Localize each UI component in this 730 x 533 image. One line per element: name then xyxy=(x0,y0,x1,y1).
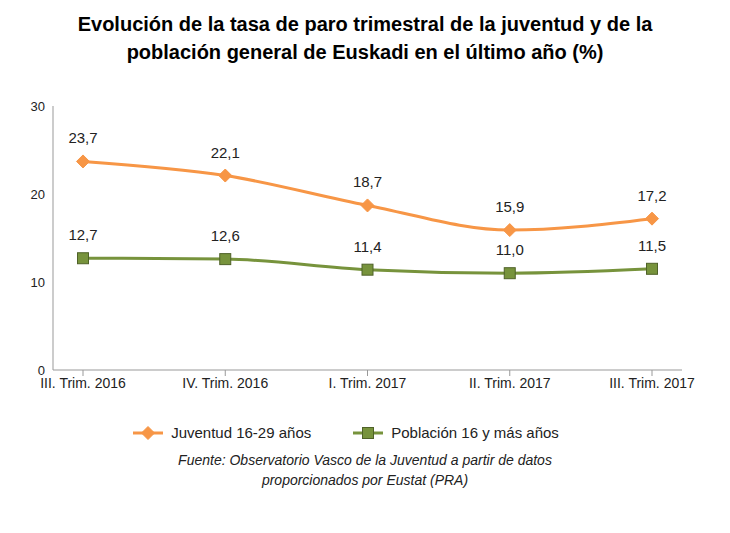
svg-text:III. Trim. 2016: III. Trim. 2016 xyxy=(40,375,126,391)
html-text:Fuente: Observatorio Vasco de: Fuente: Observatorio Vasco de la Juventu… xyxy=(178,452,552,488)
svg-text:11,0: 11,0 xyxy=(496,241,524,258)
svg-text:22,1: 22,1 xyxy=(211,144,240,161)
svg-text:15,9: 15,9 xyxy=(495,198,524,215)
svg-text:20: 20 xyxy=(31,187,45,202)
html-text:Juventud 16-29 años: Juventud 16-29 años xyxy=(171,424,312,441)
svg-text:11,4: 11,4 xyxy=(353,238,381,255)
svg-text:17,2: 17,2 xyxy=(637,187,666,204)
svg-text:III. Trim. 2017: III. Trim. 2017 xyxy=(609,375,695,391)
svg-text:IV. Trim. 2016: IV. Trim. 2016 xyxy=(182,375,268,391)
svg-text:10: 10 xyxy=(31,275,45,290)
svg-text:0: 0 xyxy=(38,363,45,378)
svg-text:11,5: 11,5 xyxy=(638,237,666,254)
html-text:Evolución de la tasa de paro t: Evolución de la tasa de paro trimestral … xyxy=(77,13,653,63)
svg-text:II. Trim. 2017: II. Trim. 2017 xyxy=(469,375,551,391)
svg-text:12,6: 12,6 xyxy=(211,227,240,244)
svg-text:18,7: 18,7 xyxy=(353,173,382,190)
html-text:Población 16 y más años: Población 16 y más años xyxy=(391,424,559,441)
svg-text:I. Trim. 2017: I. Trim. 2017 xyxy=(329,375,407,391)
svg-text:30: 30 xyxy=(31,99,45,114)
svg-text:12,7: 12,7 xyxy=(68,226,97,243)
svg-text:23,7: 23,7 xyxy=(68,129,97,146)
